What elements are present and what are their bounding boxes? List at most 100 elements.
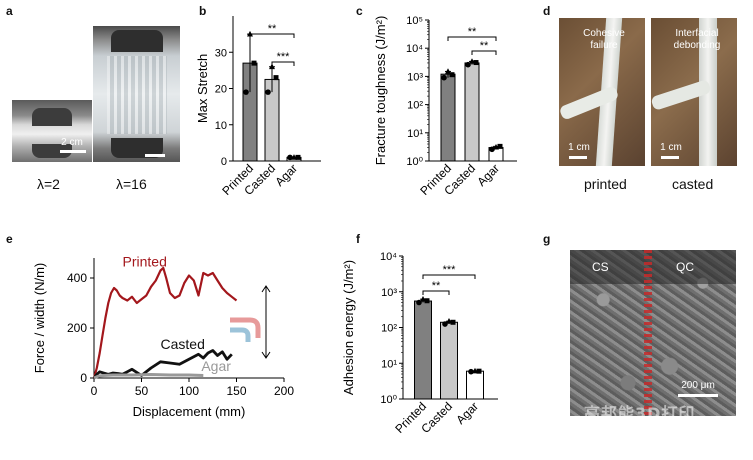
y-tick-label: 10²: [381, 323, 397, 335]
data-point: [473, 60, 479, 66]
y-tick-label: 0: [80, 371, 87, 385]
y-axis-title: Fracture toughness (J/m²): [373, 16, 388, 166]
caption-casted: casted: [672, 176, 714, 192]
label-cs: CS: [592, 260, 609, 274]
panel-label-d: d: [543, 4, 551, 18]
y-tick-label: 10⁵: [406, 15, 423, 27]
y-tick-label: 10⁴: [380, 251, 397, 263]
caption-lambda-16: λ=16: [116, 176, 147, 192]
caption-printed: printed: [584, 176, 627, 192]
label-qc: QC: [676, 260, 694, 274]
chart-fracture-toughness: 10⁰ 10¹ 10² 10³ 10⁴ 10⁵ Fracture toughness (J/…: [373, 15, 517, 198]
series-label-agar: Agar: [201, 358, 231, 374]
data-point: [269, 63, 275, 70]
series-line-printed: [92, 266, 238, 379]
y-axis-title: Adhesion energy (J/m²): [341, 260, 356, 395]
data-point: [243, 89, 249, 95]
x-axis-title: Displacement (mm): [133, 404, 246, 419]
data-point: [273, 75, 279, 81]
bar-casted: [440, 321, 458, 400]
y-tick-label: 200: [67, 321, 87, 335]
x-tick-label: 200: [274, 384, 294, 398]
bar-printed: [440, 73, 456, 162]
significance-label: **: [480, 40, 489, 52]
significance-label: ***: [277, 51, 291, 63]
photo-lambda-16: [93, 26, 180, 162]
significance-label: **: [268, 23, 277, 35]
panel-label-a: a: [6, 4, 13, 18]
x-tick-label: 50: [135, 384, 149, 398]
panel-label-c: c: [356, 4, 363, 18]
significance-bracket: [422, 274, 476, 279]
significance-label: **: [432, 280, 441, 292]
sem-image-interface: CS QC 200 μm 高邦能3D打印: [570, 250, 736, 416]
series-label-casted: Casted: [161, 336, 205, 352]
data-point: [442, 321, 448, 327]
photo-lambda-2: 2 cm: [12, 100, 92, 162]
bar-printed: [414, 300, 432, 400]
scalebar-label-g: 200 μm: [681, 380, 715, 391]
x-tick-label: 150: [226, 384, 246, 398]
significance-bracket: [271, 61, 295, 66]
significance-label: ***: [443, 264, 457, 276]
data-point: [449, 72, 455, 78]
x-tick-label: Agar: [272, 161, 300, 189]
data-point: [287, 154, 293, 161]
significance-label: **: [468, 26, 477, 38]
y-tick-label: 30: [215, 47, 227, 59]
data-point: [295, 154, 301, 160]
y-tick-label: 0: [221, 156, 227, 168]
x-tick-label: Agar: [474, 161, 502, 189]
data-point: [424, 298, 430, 304]
photo-casted-interfacial-debonding: Interfacial debonding 1 cm: [651, 18, 737, 166]
y-tick-label: 10⁰: [406, 156, 423, 168]
panel-label-e: e: [6, 232, 13, 246]
x-tick-label: Agar: [453, 399, 481, 427]
data-point: [450, 319, 456, 325]
y-tick-label: 400: [67, 271, 87, 285]
series-label-printed: Printed: [123, 254, 167, 270]
significance-bracket: [249, 33, 295, 38]
overlay-interfacial-debonding: Interfacial debonding: [673, 28, 721, 51]
significance-bracket: [471, 50, 497, 55]
data-point: [489, 146, 495, 153]
peel-schematic-icon: [230, 327, 251, 342]
scalebar-label-d1: 1 cm: [568, 142, 590, 153]
data-point: [497, 143, 503, 149]
y-tick-label: 10³: [381, 287, 397, 299]
y-axis-title: Force / width (N/m): [32, 263, 47, 374]
significance-bracket: [422, 290, 450, 295]
data-point: [251, 60, 257, 66]
watermark: 高邦能3D打印: [584, 404, 696, 416]
data-point: [441, 74, 447, 81]
panel-label-b: b: [199, 4, 207, 18]
panel-label-g: g: [543, 232, 551, 246]
caption-lambda-2: λ=2: [37, 176, 60, 192]
scalebar-label-a: 2 cm: [61, 137, 83, 148]
y-tick-label: 10⁰: [380, 394, 397, 406]
y-axis-title: Max Stretch: [195, 54, 210, 123]
arrow-icon: [261, 285, 271, 359]
scalebar-label-d2: 1 cm: [660, 142, 682, 153]
x-tick-label: 0: [91, 384, 98, 398]
bar-casted: [464, 62, 480, 162]
overlay-cohesive-failure: Cohesive failure: [583, 28, 625, 51]
peel-schematic-icon: [230, 317, 261, 338]
bar-agar: [466, 370, 484, 400]
significance-bracket: [447, 36, 497, 41]
panel-label-f: f: [356, 232, 360, 246]
y-tick-label: 10¹: [407, 128, 423, 140]
y-tick-label: 10⁴: [406, 43, 423, 55]
y-tick-label: 20: [215, 84, 227, 96]
y-tick-label: 10³: [407, 71, 423, 83]
y-tick-label: 10²: [407, 100, 423, 112]
series-line-agar: [93, 373, 204, 380]
y-tick-label: 10¹: [381, 358, 397, 370]
photo-printed-cohesive-failure: Cohesive failure 1 cm: [559, 18, 645, 166]
y-tick-label: 10: [215, 120, 227, 132]
x-tick-label: 100: [179, 384, 199, 398]
data-point: [476, 368, 482, 374]
chart-force-displacement: 0 50 100 150 200 0 200 400 Displacement (mm) Forc…: [32, 254, 294, 420]
